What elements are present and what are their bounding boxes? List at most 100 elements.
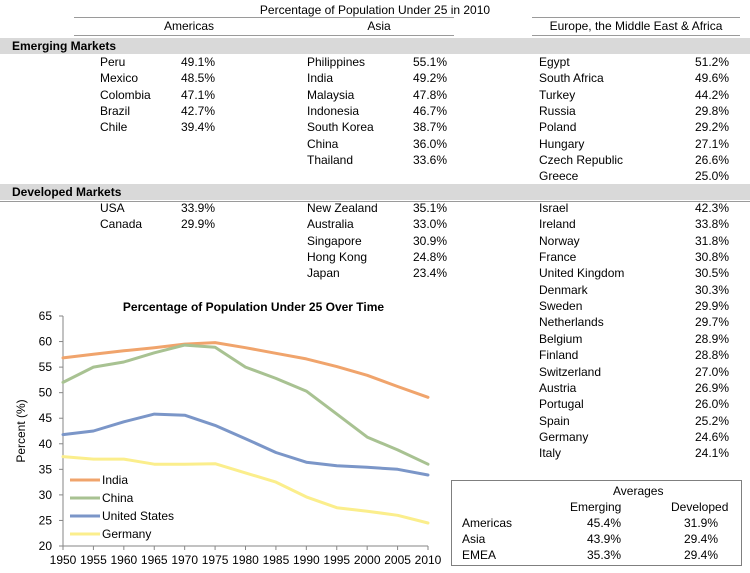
averages-title: Averages bbox=[613, 484, 664, 498]
country-value: 28.8% bbox=[694, 348, 729, 363]
x-tick-label: 1995 bbox=[323, 553, 350, 567]
country-value: 49.1% bbox=[180, 55, 215, 69]
country-name: Netherlands bbox=[539, 315, 604, 330]
country-value: 29.9% bbox=[694, 299, 729, 314]
country-name: Egypt bbox=[539, 55, 570, 69]
x-tick-label: 1980 bbox=[232, 553, 259, 567]
section-divider bbox=[0, 201, 750, 202]
legend-label: China bbox=[102, 491, 134, 505]
series-line-india bbox=[61, 341, 430, 399]
legend-label: India bbox=[102, 473, 128, 487]
averages-row-emerging: 43.9% bbox=[587, 532, 622, 546]
country-value: 33.8% bbox=[694, 217, 729, 232]
country-name: Philippines bbox=[307, 55, 366, 69]
country-name: Brazil bbox=[100, 104, 131, 119]
y-tick-label: 50 bbox=[39, 386, 53, 400]
page-title: Percentage of Population Under 25 in 201… bbox=[259, 3, 491, 17]
country-value: 30.5% bbox=[694, 266, 729, 281]
x-tick-label: 1985 bbox=[263, 553, 290, 567]
country-value: 29.7% bbox=[694, 315, 729, 330]
chart-title: Percentage of Population Under 25 Over T… bbox=[123, 300, 385, 314]
country-name: Norway bbox=[539, 233, 580, 248]
country-name: Ireland bbox=[539, 217, 576, 232]
x-tick-label: 1975 bbox=[202, 553, 229, 567]
country-value: 36.0% bbox=[412, 136, 447, 151]
country-value: 49.2% bbox=[412, 71, 447, 86]
developed-markets-band: Developed Markets bbox=[0, 184, 750, 200]
y-tick-label: 40 bbox=[39, 437, 53, 451]
x-tick-label: 1990 bbox=[293, 553, 320, 567]
y-tick-label: 45 bbox=[39, 411, 53, 425]
averages-row-emerging: 45.4% bbox=[587, 516, 622, 530]
country-value: 24.6% bbox=[694, 429, 729, 444]
averages-col-emerging: Emerging bbox=[570, 500, 622, 514]
country-name: Italy bbox=[539, 446, 562, 461]
country-name: Spain bbox=[539, 413, 570, 428]
country-value: 31.8% bbox=[694, 233, 729, 248]
country-name: Turkey bbox=[539, 87, 576, 102]
averages-row-label: Asia bbox=[462, 532, 486, 546]
country-name: Germany bbox=[539, 429, 589, 444]
country-value: 35.1% bbox=[412, 201, 447, 215]
country-name: Hong Kong bbox=[307, 250, 368, 265]
y-axis-label: Percent (%) bbox=[14, 399, 28, 462]
country-name: Mexico bbox=[100, 71, 139, 86]
country-value: 27.0% bbox=[694, 364, 729, 379]
country-value: 26.0% bbox=[694, 397, 729, 412]
series-line-china bbox=[61, 343, 430, 466]
country-value: 27.1% bbox=[694, 136, 729, 151]
country-name: Japan bbox=[307, 266, 340, 281]
country-value: 51.2% bbox=[694, 55, 729, 69]
line-chart: Percentage of Population Under 25 Over T… bbox=[14, 300, 442, 567]
x-tick-label: 1970 bbox=[171, 553, 198, 567]
country-value: 44.2% bbox=[694, 87, 729, 102]
country-name: United Kingdom bbox=[539, 266, 625, 281]
region-header-asia: Asia bbox=[304, 17, 454, 36]
country-name: Hungary bbox=[539, 136, 585, 151]
country-name: Russia bbox=[539, 104, 576, 119]
country-value: 46.7% bbox=[412, 104, 447, 119]
country-name: Austria bbox=[539, 380, 577, 395]
country-value: 47.1% bbox=[180, 87, 215, 102]
y-tick-label: 60 bbox=[39, 335, 53, 349]
y-tick-label: 55 bbox=[39, 360, 53, 374]
country-value: 29.8% bbox=[694, 104, 729, 119]
country-name: Poland bbox=[539, 120, 577, 135]
country-value: 48.5% bbox=[180, 71, 215, 86]
country-name: Malaysia bbox=[307, 87, 355, 102]
x-tick-label: 1950 bbox=[50, 553, 77, 567]
country-name: South Africa bbox=[539, 71, 604, 86]
averages-row-label: EMEA bbox=[462, 548, 497, 562]
country-name: New Zealand bbox=[307, 201, 378, 215]
country-name: India bbox=[307, 71, 334, 86]
country-value: 33.9% bbox=[180, 201, 215, 215]
country-name: Sweden bbox=[539, 299, 583, 314]
country-value: 29.2% bbox=[694, 120, 729, 135]
x-tick-label: 1960 bbox=[110, 553, 137, 567]
country-value: 24.8% bbox=[412, 250, 447, 265]
country-value: 39.4% bbox=[180, 120, 215, 135]
country-value: 42.7% bbox=[180, 104, 215, 119]
averages-row-developed: 29.4% bbox=[684, 532, 719, 546]
country-value: 30.8% bbox=[694, 250, 729, 265]
country-name: Indonesia bbox=[307, 104, 360, 119]
averages-table: Averages Emerging Developed Americas 45.… bbox=[451, 480, 742, 566]
country-name: Denmark bbox=[539, 282, 588, 297]
x-tick-label: 1955 bbox=[80, 553, 107, 567]
country-value: 25.0% bbox=[694, 169, 729, 184]
country-value: 30.3% bbox=[694, 282, 729, 297]
y-tick-label: 65 bbox=[39, 309, 53, 323]
country-name: Chile bbox=[100, 120, 128, 135]
region-header-americas: Americas bbox=[74, 17, 304, 36]
country-name: Singapore bbox=[307, 233, 362, 248]
emerging-markets-band: Emerging Markets bbox=[0, 38, 750, 54]
country-value: 47.8% bbox=[412, 87, 447, 102]
country-name: Switzerland bbox=[539, 364, 602, 379]
y-tick-label: 30 bbox=[39, 488, 53, 502]
country-value: 33.0% bbox=[412, 217, 447, 232]
country-value: 29.9% bbox=[180, 217, 215, 232]
country-name: South Korea bbox=[307, 120, 374, 135]
country-name: Colombia bbox=[100, 87, 151, 102]
country-value: 24.1% bbox=[694, 446, 729, 461]
averages-row-emerging: 35.3% bbox=[587, 548, 622, 562]
